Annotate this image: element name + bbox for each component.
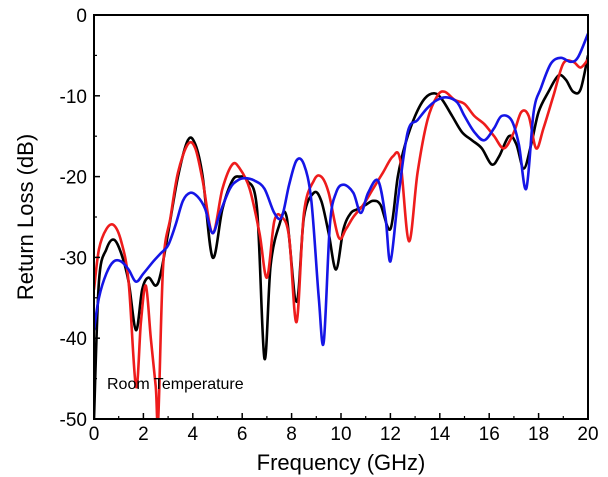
y-tick-label: -50 [60,410,87,431]
x-tick-label: 8 [286,424,297,445]
x-tick-label: 20 [577,424,598,445]
x-tick-label: 12 [380,424,401,445]
x-tick-label: 6 [237,424,248,445]
x-tick-label: 18 [528,424,549,445]
series-layer [94,33,588,419]
x-tick-label: 4 [188,424,199,445]
y-tick-label: -30 [60,248,87,269]
x-tick-label: 10 [330,424,351,445]
y-axis-label: Return Loss (dB) [13,134,38,300]
series-black-line [94,55,588,419]
y-tick-label: 0 [76,6,87,27]
series-red-line [94,58,588,419]
x-axis-label: Frequency (GHz) [257,450,426,475]
tick-layer: 0 2 4 6 8 10 12 14 16 18 20 0 -10 -20 -30 -40 -50 [60,6,599,445]
y-tick-label: -40 [60,329,87,350]
y-tick-label: -10 [60,87,87,108]
x-tick-label: 14 [429,424,451,445]
plot-frame [93,14,589,420]
series-blue-line [94,33,588,346]
y-tick-label: -20 [60,168,87,189]
x-tick-label: 0 [89,424,100,445]
x-tick-label: 2 [138,424,149,445]
x-tick-label: 16 [479,424,500,445]
annotation-room-temperature: Room Temperature [107,376,244,393]
